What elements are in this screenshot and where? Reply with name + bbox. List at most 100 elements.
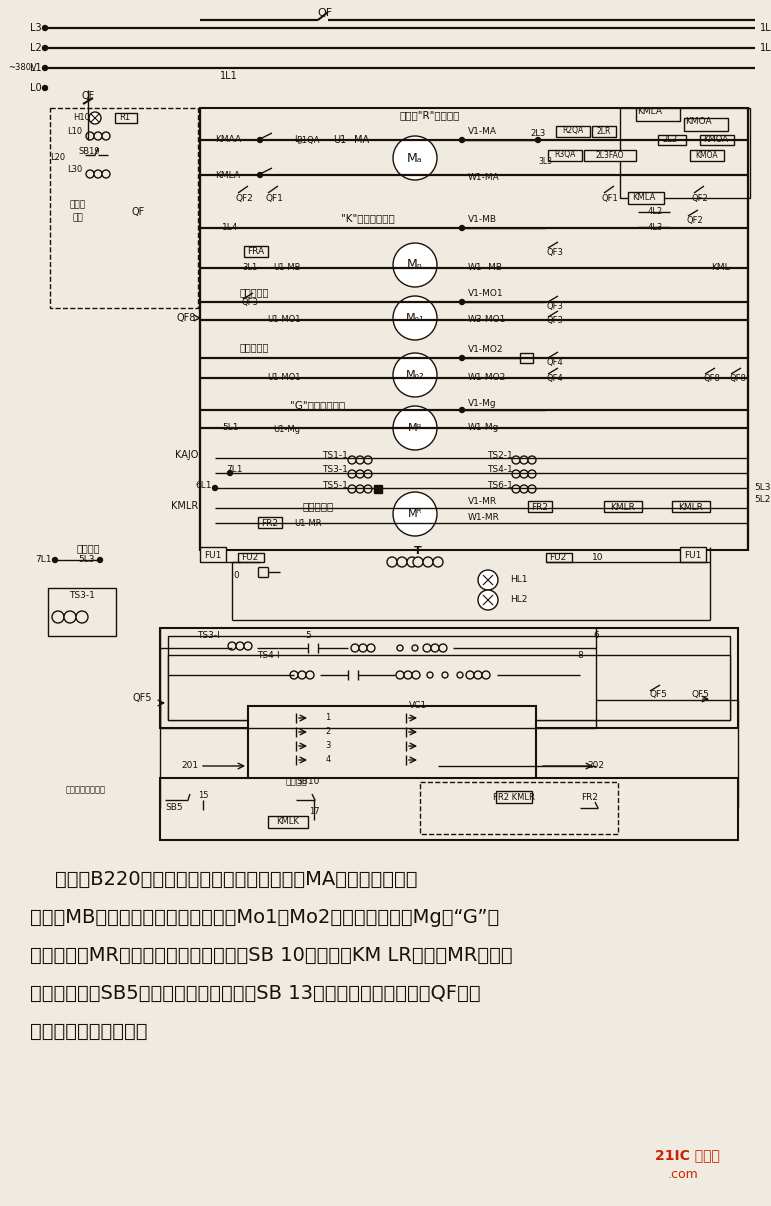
Text: TS6-1: TS6-1 [487,480,513,490]
Bar [496,791,532,803]
Text: .com: .com [668,1169,699,1182]
Bar [200,109,748,550]
Text: 17: 17 [308,808,319,816]
Text: U1-MO1: U1-MO1 [268,374,301,382]
Text: U1-MO1: U1-MO1 [268,316,301,324]
Circle shape [393,295,437,340]
Circle shape [404,671,412,679]
Bar [658,135,686,145]
Circle shape [86,170,94,178]
Text: QF4: QF4 [547,374,564,382]
Text: TS3-1: TS3-1 [69,591,95,601]
Circle shape [474,671,482,679]
Text: QF8: QF8 [177,314,196,323]
Circle shape [356,470,364,478]
Circle shape [457,672,463,678]
Text: QF3: QF3 [547,302,564,310]
Text: U1-MB: U1-MB [273,263,301,273]
Circle shape [396,671,404,679]
Circle shape [427,672,433,678]
Text: 2: 2 [325,727,331,737]
Text: V1-MO2: V1-MO2 [468,345,503,355]
Bar [160,778,738,841]
Circle shape [528,470,536,478]
Bar [556,125,590,137]
Circle shape [460,226,464,230]
Circle shape [512,485,520,493]
Circle shape [348,470,356,478]
Text: 拖动电机，MR为润滑电动机。压下按鈕SB 10，接触器KM LR吸合，MR起动；: 拖动电机，MR为润滑电动机。压下按鈕SB 10，接触器KM LR吸合，MR起动； [30,946,513,965]
Text: R1QA: R1QA [296,135,320,145]
Circle shape [387,557,397,567]
Circle shape [52,557,58,562]
Text: TS4-I: TS4-I [257,651,279,661]
Text: 7L1: 7L1 [35,556,52,564]
Text: FU1: FU1 [204,550,222,560]
Text: 3: 3 [325,742,331,750]
Text: 3L3: 3L3 [538,158,552,166]
Circle shape [258,137,262,142]
Circle shape [298,671,306,679]
Text: TS1-1: TS1-1 [322,451,348,459]
Text: 2L3: 2L3 [530,129,546,137]
Circle shape [460,408,464,412]
Bar [168,636,730,720]
Text: 5: 5 [305,632,311,640]
Circle shape [512,470,520,478]
Text: Mᵍ: Mᵍ [408,423,422,433]
Text: 10: 10 [592,552,604,562]
Circle shape [393,353,437,397]
Circle shape [348,485,356,493]
Bar [690,150,724,160]
Circle shape [520,456,528,464]
Circle shape [42,86,48,90]
Circle shape [367,644,375,652]
Text: 通风电动机: 通风电动机 [240,343,269,352]
Circle shape [227,470,233,475]
Text: 0: 0 [233,570,239,580]
Text: QF8: QF8 [704,374,720,382]
Text: FR2: FR2 [531,503,548,511]
Text: R1: R1 [120,113,130,123]
Circle shape [351,644,359,652]
Text: QF: QF [131,207,145,217]
Bar [168,655,730,720]
Text: KMOA: KMOA [685,117,712,127]
Circle shape [356,485,364,493]
Circle shape [460,299,464,304]
Text: L1: L1 [30,63,42,74]
Text: KAJO: KAJO [174,450,198,459]
Text: 1L4: 1L4 [222,223,238,233]
Text: Mₐ: Mₐ [407,152,423,164]
Text: KMLR: KMLR [170,500,198,511]
Text: 按钮: 按钮 [72,213,83,222]
Text: 总停止: 总停止 [70,200,86,210]
Text: QF1: QF1 [601,193,618,203]
Circle shape [228,642,236,650]
Bar [548,150,582,160]
Text: W1-MA: W1-MA [468,172,500,181]
Text: L30: L30 [67,165,82,175]
Circle shape [512,456,520,464]
Text: R3QA: R3QA [554,151,576,159]
Circle shape [290,671,298,679]
Text: SB19: SB19 [79,147,100,157]
Text: U1-MR: U1-MR [295,519,322,527]
Text: 21IC 电子网: 21IC 电子网 [655,1148,720,1163]
Circle shape [258,172,262,177]
Text: TS3-I: TS3-I [197,632,220,640]
Circle shape [431,644,439,652]
Text: W1-MR: W1-MR [468,513,500,521]
Bar [238,554,264,562]
Circle shape [393,492,437,535]
Circle shape [393,136,437,180]
Text: 1L3: 1L3 [760,23,771,33]
Text: QF8: QF8 [729,374,746,382]
Text: W3-MO1: W3-MO1 [468,316,507,324]
Circle shape [42,25,48,30]
Text: FU2: FU2 [550,552,567,562]
Circle shape [94,170,102,178]
Text: V1-MB: V1-MB [468,216,497,224]
Text: Mₙ: Mₙ [407,258,423,271]
Text: FR2 KMLR: FR2 KMLR [493,792,535,802]
